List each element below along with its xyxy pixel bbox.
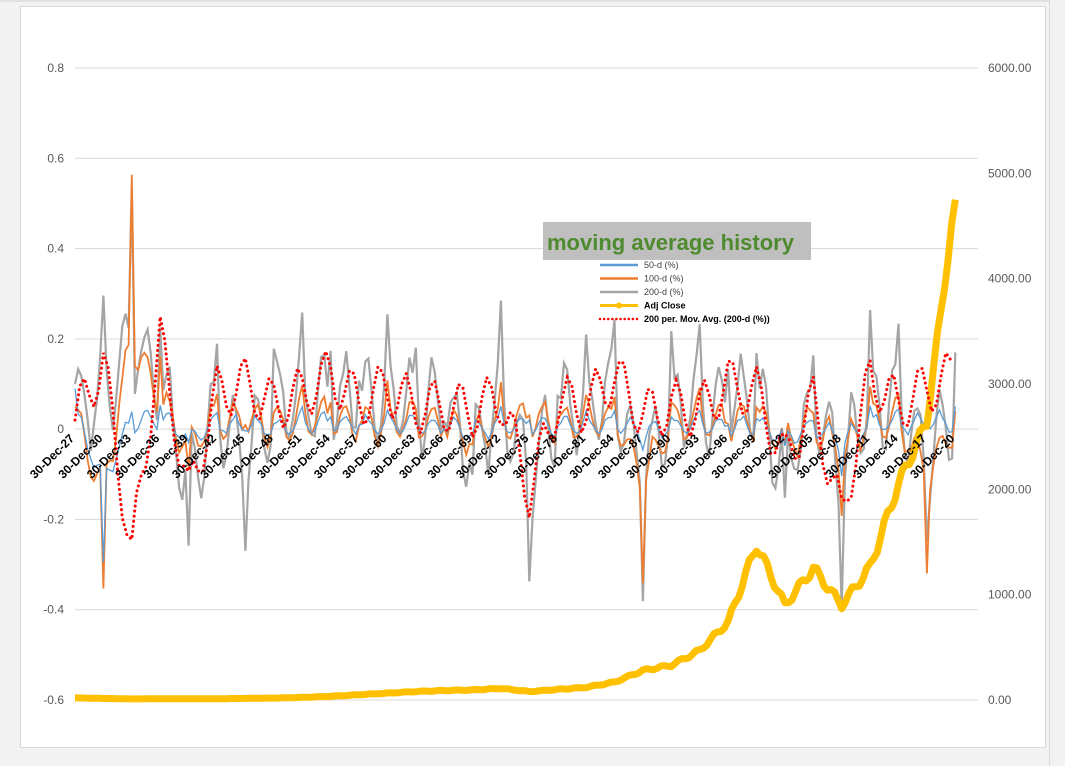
y-tick-label: 0 <box>57 422 64 436</box>
y2-tick-label: 4000.00 <box>988 272 1032 286</box>
legend-item[interactable]: 200-d (%) <box>600 287 684 297</box>
legend-item[interactable]: 200 per. Mov. Avg. (200-d (%)) <box>598 314 770 324</box>
window-right-edge <box>1049 0 1065 766</box>
y2-tick-label: 0.00 <box>988 693 1012 707</box>
series-adj-close <box>74 199 959 703</box>
window-top-rule <box>0 0 1065 2</box>
legend-label: 100-d (%) <box>644 274 684 284</box>
legend-label: 200-d (%) <box>644 287 684 297</box>
legend-label: 200 per. Mov. Avg. (200-d (%)) <box>644 314 770 324</box>
legend-item[interactable]: 50-d (%) <box>600 260 679 270</box>
series-line <box>74 174 957 589</box>
series-200d <box>73 171 957 607</box>
right-axis-labels: 6000.00 5000.00 4000.00 3000.00 2000.00 1000.… <box>988 61 1032 707</box>
x-axis-labels: 30-Dec-2730-Dec-3030-Dec-3330-Dec-3630-D… <box>27 431 958 481</box>
legend-item[interactable]: Adj Close <box>600 301 686 311</box>
y-tick-label: 0.8 <box>47 61 64 75</box>
legend-label: Adj Close <box>644 301 686 311</box>
y2-tick-label: 5000.00 <box>988 166 1032 180</box>
chart-area[interactable] <box>20 6 1046 748</box>
y2-tick-label: 3000.00 <box>988 377 1032 391</box>
series-line <box>73 187 957 607</box>
y2-tick-label: 2000.00 <box>988 482 1032 496</box>
mov-avg-line <box>73 316 953 543</box>
y-tick-label: 0.4 <box>47 242 64 256</box>
y-tick-label: 0.6 <box>47 151 64 165</box>
left-axis-labels: 0.8 0.6 0.4 0.2 0 -0.2 -0.4 -0.6 <box>43 61 64 707</box>
series-200-per-mov-avg <box>73 316 956 556</box>
chart-title-box[interactable]: moving average history <box>543 222 811 260</box>
legend-marker <box>616 302 622 309</box>
y-tick-label: -0.2 <box>43 512 64 526</box>
series-100d <box>74 167 957 601</box>
title-background <box>543 222 811 260</box>
y2-tick-label: 6000.00 <box>988 61 1032 75</box>
chart-title: moving average history <box>547 230 795 255</box>
y-tick-label: 0.2 <box>47 332 64 346</box>
y-tick-label: -0.6 <box>43 693 64 707</box>
legend-item[interactable]: 100-d (%) <box>600 274 684 284</box>
legend[interactable]: 50-d (%) 100-d (%) 200-d (%) Adj Close 200 p… <box>598 260 770 324</box>
y-tick-label: -0.4 <box>43 603 64 617</box>
legend-label: 50-d (%) <box>644 260 679 270</box>
y2-tick-label: 1000.00 <box>988 588 1032 602</box>
adj-close-line <box>75 199 959 703</box>
